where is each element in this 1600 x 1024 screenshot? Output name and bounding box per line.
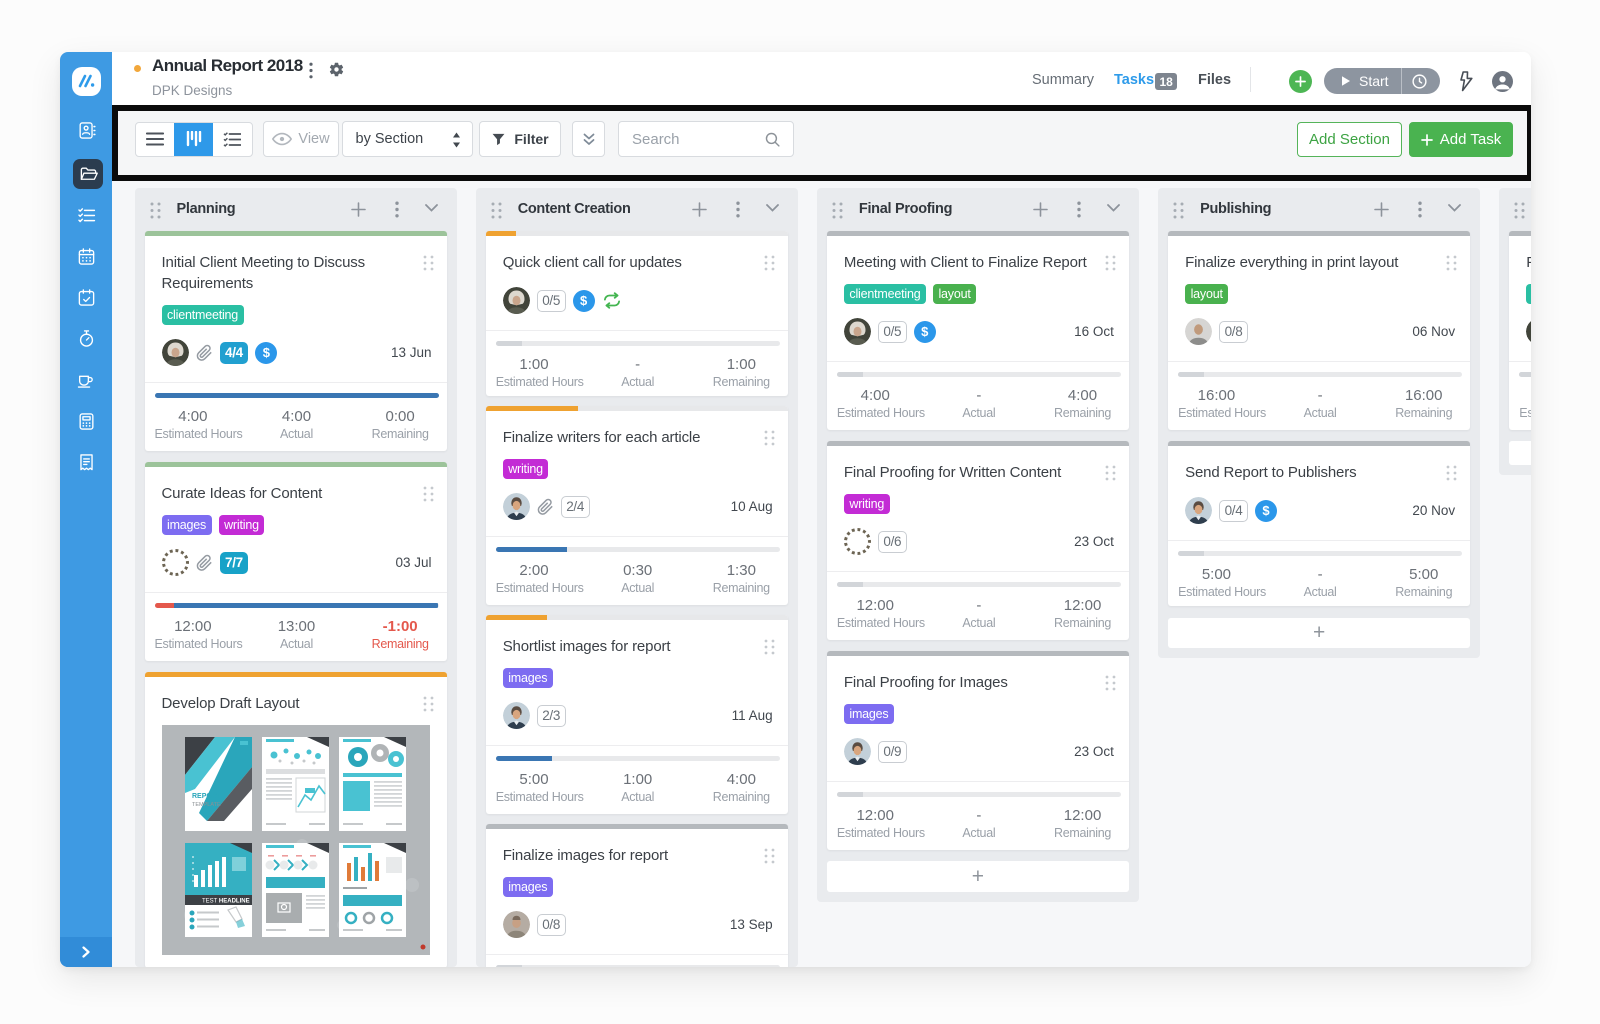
svg-text:TEMPLATE: TEMPLATE: [192, 802, 221, 808]
svg-text:TEST HEADLINE: TEST HEADLINE: [202, 899, 250, 905]
svg-text:REPORT: REPORT: [192, 793, 222, 800]
